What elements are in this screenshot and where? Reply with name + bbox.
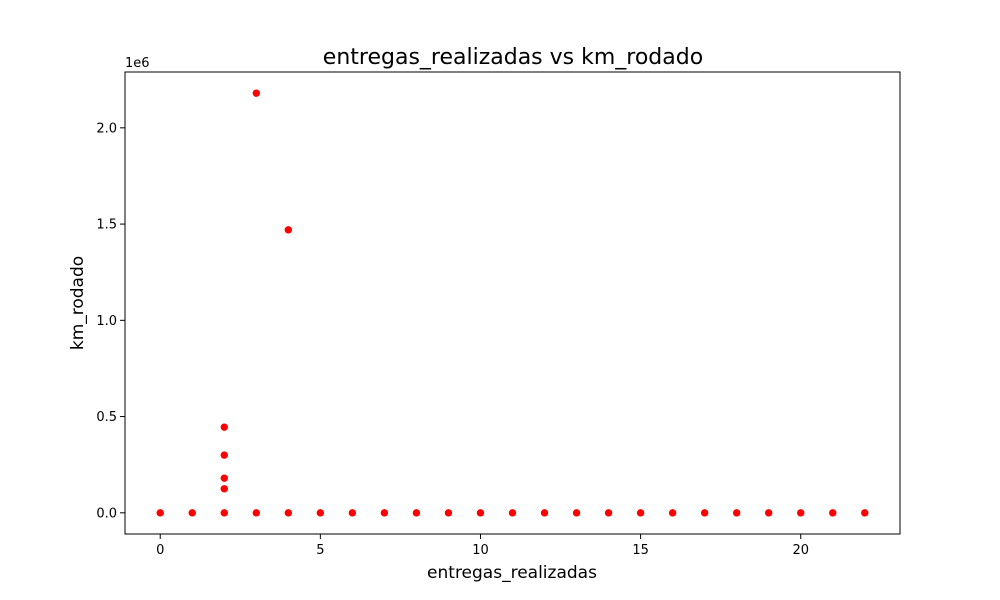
scatter-point [764, 508, 773, 518]
y-tick-label: 1.5 [96, 218, 117, 233]
y-axis-label: km_rodado [68, 256, 88, 350]
scatter-point [508, 508, 517, 518]
scatter-point [572, 508, 581, 518]
scatter-point [796, 508, 806, 518]
x-tick-label: 15 [632, 543, 649, 558]
scatter-point [444, 508, 453, 518]
scatter-point [252, 88, 261, 98]
scatter-point [380, 508, 389, 518]
y-tick-label: 1.0 [96, 314, 117, 329]
x-axis-label: entregas_realizadas [427, 563, 597, 583]
chart-title: entregas_realizadas vs km_rodado [323, 45, 703, 70]
scatter-point [476, 508, 485, 518]
scatter-point [412, 508, 421, 518]
scatter-point [284, 225, 293, 235]
scatter-point [604, 508, 613, 518]
scatter-point [284, 508, 293, 518]
y-offset-label: 1e6 [125, 56, 150, 71]
scatter-point [219, 422, 229, 432]
scatter-point [732, 508, 741, 518]
scatter-point [348, 508, 357, 518]
scatter-point [219, 484, 229, 494]
scatter-point [316, 508, 325, 518]
scatter-point [219, 450, 229, 460]
scatter-point [828, 508, 838, 518]
plot-frame [124, 71, 901, 535]
x-tick-label: 20 [792, 543, 809, 558]
scatter-point [860, 508, 870, 518]
x-tick-label: 0 [156, 543, 164, 558]
scatter-point [219, 508, 229, 518]
scatter-point [540, 508, 549, 518]
scatter-point [700, 508, 709, 518]
y-tick-label: 0.0 [96, 506, 117, 521]
y-tick-label: 2.0 [96, 121, 117, 136]
scatter-point [187, 508, 197, 518]
scatter-point [219, 473, 229, 483]
x-tick-label: 10 [472, 543, 489, 558]
scatter-point [155, 508, 165, 518]
x-tick-label: 5 [316, 543, 324, 558]
plot-area: 0 5 10 15 20 0.0 0.5 1.0 1.5 2.0 [96, 88, 870, 558]
y-tick-label: 0.5 [96, 410, 117, 425]
scatter-point [668, 508, 677, 518]
scatter-point [636, 508, 645, 518]
scatter-point [252, 508, 261, 518]
